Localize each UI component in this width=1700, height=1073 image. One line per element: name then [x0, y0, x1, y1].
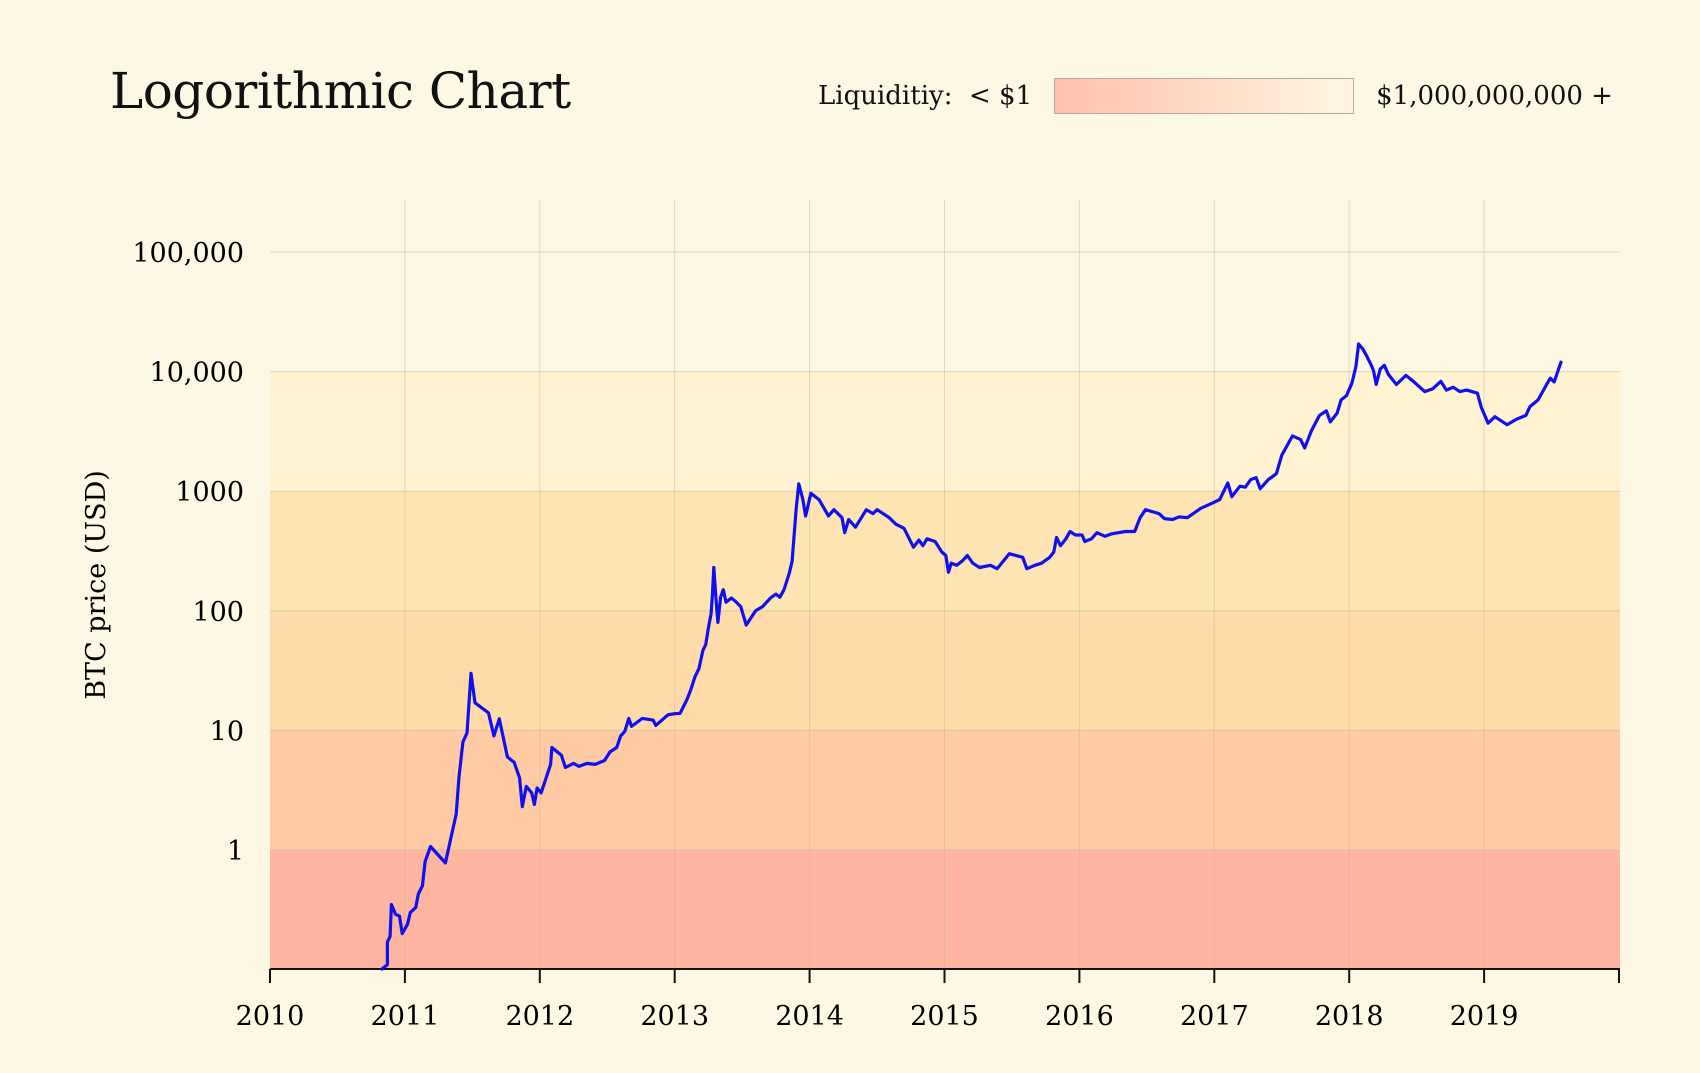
x-tick-label-2012: 2012: [505, 1001, 574, 1032]
x-tick-label-2018: 2018: [1315, 1001, 1384, 1032]
legend-label: Liquiditiy:: [818, 81, 953, 111]
x-tick-label-2011: 2011: [371, 1001, 440, 1032]
x-tick-label-2015: 2015: [910, 1001, 979, 1032]
x-tick-label-2019: 2019: [1450, 1001, 1519, 1032]
axes: 2010 2011 2012 2013 2014 2015 2016 2017 2018 2019…: [132, 238, 1620, 1032]
x-tick-label-2013: 2013: [640, 1001, 709, 1032]
x-tick-label-2016: 2016: [1045, 1001, 1114, 1032]
y-tick-label-1000: 1000: [175, 477, 244, 508]
x-tick-label-2010: 2010: [236, 1001, 305, 1032]
y-axis-label: BTC price (USD): [81, 470, 112, 700]
y-tick-label-100: 100: [192, 597, 244, 628]
y-tick-label-10,000: 10,000: [150, 358, 244, 389]
series-line-0: [380, 342, 1563, 971]
liquidity-legend: Liquiditiy: < $1 $1,000,000,000 +: [818, 78, 1613, 114]
chart-title: Logorithmic Chart: [110, 62, 571, 120]
price-series: [380, 342, 1563, 971]
legend-min-label: < $1: [969, 81, 1033, 111]
x-tick-label-2014: 2014: [775, 1001, 844, 1032]
y-tick-label-1: 1: [227, 836, 244, 867]
legend-max-label: $1,000,000,000 +: [1376, 81, 1613, 111]
y-tick-label-10: 10: [210, 716, 244, 747]
legend-gradient-bar: [1054, 78, 1355, 114]
y-tick-label-100,000: 100,000: [132, 238, 244, 269]
x-tick-label-2017: 2017: [1180, 1001, 1249, 1032]
